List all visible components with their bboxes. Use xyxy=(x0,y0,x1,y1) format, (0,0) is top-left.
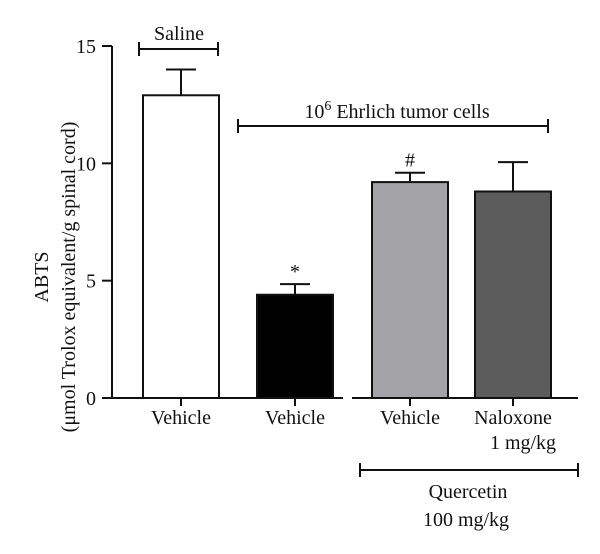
treatment-label-line2: 100 mg/kg xyxy=(423,509,509,531)
group-label-saline: Saline xyxy=(154,23,204,45)
y-axis-title-line2: (μmol Trolox equivalent/g spinal cord) xyxy=(58,122,80,433)
y-axis-title-line1: ABTS xyxy=(31,251,53,302)
x-tick-sublabel: 1 mg/kg xyxy=(490,432,556,454)
annotations: * # Saline 106 Ehrlich tumor cells Quercetin… xyxy=(138,23,579,531)
y-tick-label: 15 xyxy=(76,36,96,58)
x-tick-label: Naloxone xyxy=(474,407,552,429)
x-tick-label: Vehicle xyxy=(380,407,440,429)
x-tick-label: Vehicle xyxy=(151,407,211,429)
treatment-label-line1: Quercetin xyxy=(429,481,508,503)
bar xyxy=(371,181,449,399)
significance-marker: # xyxy=(405,150,415,172)
axes: 0 5 10 15 Vehicle Vehicle Vehicle Naloxone 1 mg/… xyxy=(76,36,578,454)
group-label-tumor: 106 Ehrlich tumor cells xyxy=(304,99,490,123)
x-tick-label: Vehicle xyxy=(265,407,325,429)
bar xyxy=(256,293,334,400)
significance-marker: * xyxy=(290,261,300,283)
y-tick-label: 0 xyxy=(86,388,96,410)
y-tick-label: 10 xyxy=(76,153,96,175)
y-tick-label: 5 xyxy=(86,271,96,293)
bars xyxy=(142,68,552,400)
bar xyxy=(142,94,220,399)
bar xyxy=(474,190,552,399)
